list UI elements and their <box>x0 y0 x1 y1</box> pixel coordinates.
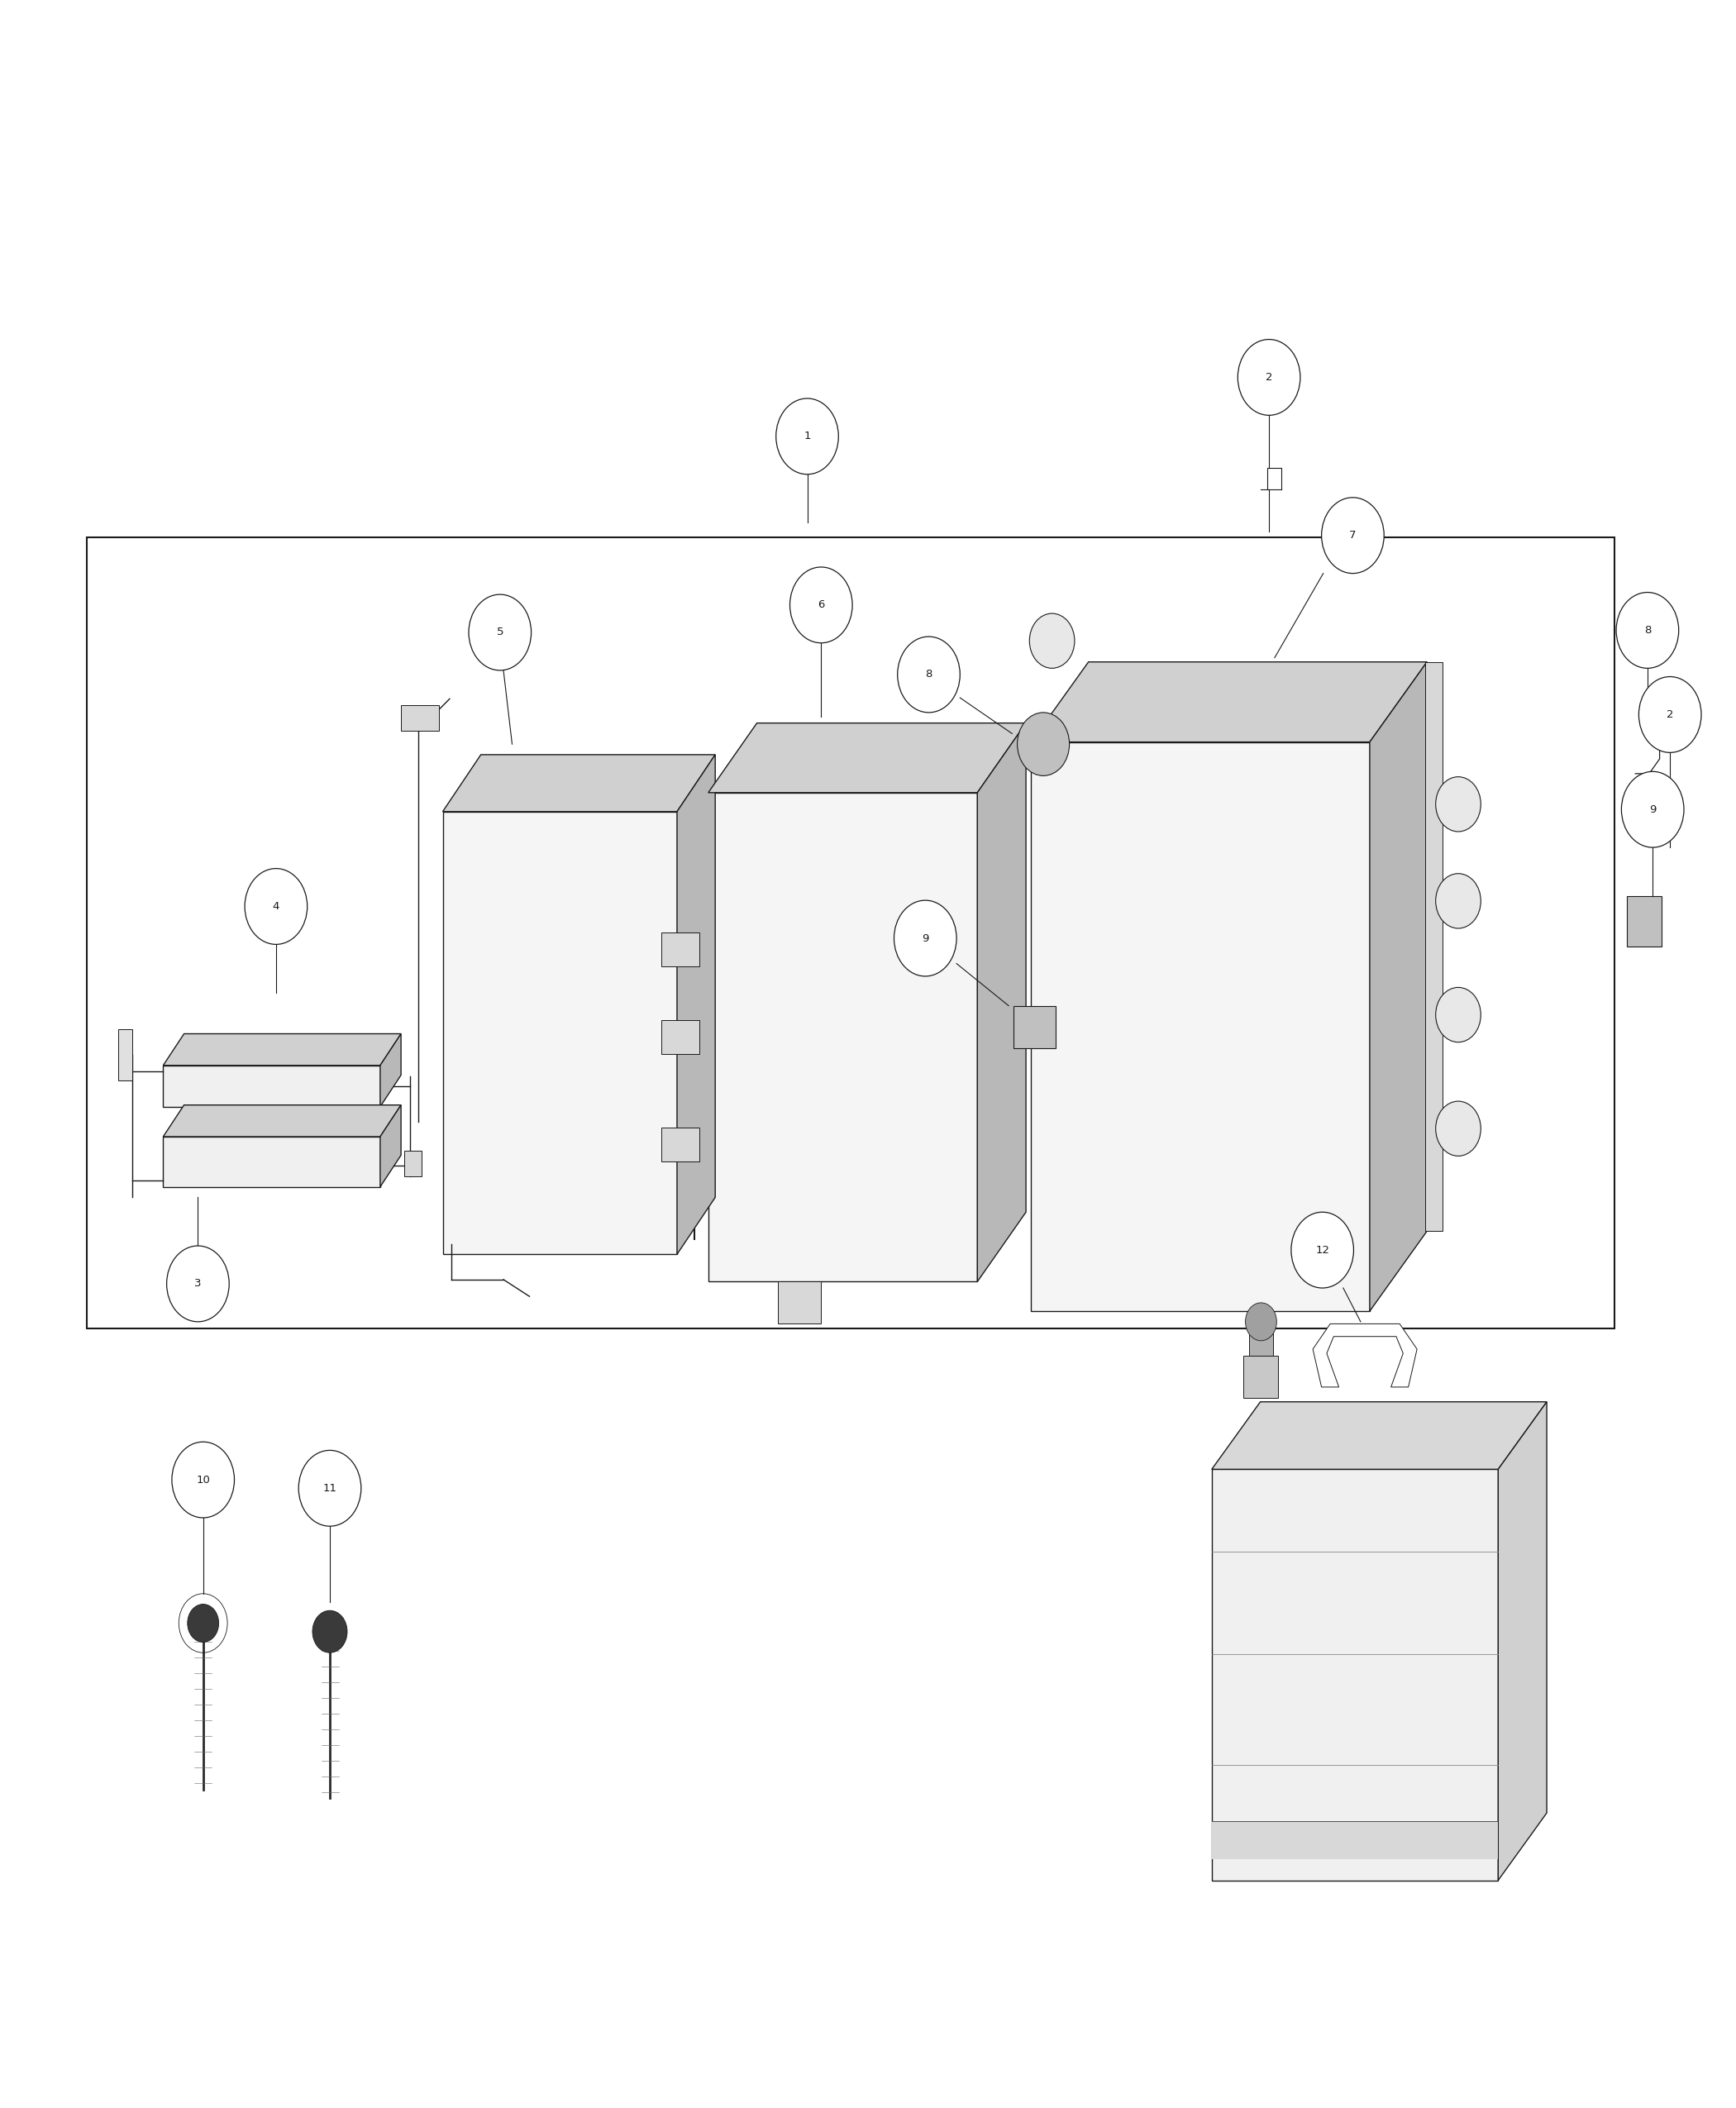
Bar <box>661 1128 700 1162</box>
Bar <box>404 1151 422 1176</box>
Text: 12: 12 <box>1316 1244 1330 1256</box>
Circle shape <box>469 594 531 670</box>
Bar <box>401 704 439 731</box>
Polygon shape <box>1212 1402 1547 1469</box>
Polygon shape <box>163 1065 380 1107</box>
Circle shape <box>1245 1303 1276 1341</box>
Text: 10: 10 <box>196 1473 210 1486</box>
Circle shape <box>1436 873 1481 928</box>
Polygon shape <box>1498 1402 1547 1880</box>
Text: 1: 1 <box>804 430 811 443</box>
Text: 9: 9 <box>922 934 929 944</box>
Circle shape <box>1436 987 1481 1041</box>
Bar <box>1425 662 1443 1231</box>
Text: 3: 3 <box>194 1277 201 1290</box>
Polygon shape <box>380 1105 401 1187</box>
Circle shape <box>167 1246 229 1322</box>
Circle shape <box>1436 1100 1481 1155</box>
Text: 8: 8 <box>1644 624 1651 637</box>
Circle shape <box>1621 772 1684 847</box>
Circle shape <box>894 900 957 976</box>
Polygon shape <box>163 1136 380 1187</box>
Text: 8: 8 <box>925 668 932 681</box>
Text: 11: 11 <box>323 1482 337 1495</box>
Text: 2: 2 <box>1266 371 1272 384</box>
Bar <box>1243 1355 1278 1398</box>
Text: 9: 9 <box>1649 803 1656 816</box>
Polygon shape <box>1031 742 1370 1311</box>
Polygon shape <box>708 793 977 1282</box>
Polygon shape <box>1370 662 1427 1311</box>
Circle shape <box>790 567 852 643</box>
Text: 4: 4 <box>273 900 279 913</box>
Circle shape <box>312 1611 347 1653</box>
Polygon shape <box>1031 662 1427 742</box>
Circle shape <box>187 1604 219 1642</box>
Polygon shape <box>1212 1469 1498 1880</box>
Polygon shape <box>977 723 1026 1282</box>
Circle shape <box>172 1442 234 1518</box>
Polygon shape <box>163 1033 401 1065</box>
Polygon shape <box>1312 1324 1417 1387</box>
FancyBboxPatch shape <box>1014 1006 1055 1048</box>
Text: 5: 5 <box>496 626 503 639</box>
FancyBboxPatch shape <box>1627 896 1661 946</box>
Circle shape <box>1436 776 1481 831</box>
Text: 7: 7 <box>1349 529 1356 542</box>
Polygon shape <box>708 723 1026 793</box>
Circle shape <box>1017 713 1069 776</box>
Bar <box>87 538 1614 1328</box>
Circle shape <box>1321 497 1384 573</box>
Polygon shape <box>677 755 715 1254</box>
Text: 2: 2 <box>1667 708 1674 721</box>
Circle shape <box>245 868 307 944</box>
Circle shape <box>1029 613 1075 668</box>
Bar <box>1212 1821 1498 1859</box>
Circle shape <box>1616 592 1679 668</box>
Bar <box>118 1029 132 1079</box>
Circle shape <box>1238 339 1300 415</box>
Polygon shape <box>380 1033 401 1107</box>
Polygon shape <box>443 812 677 1254</box>
Polygon shape <box>163 1105 401 1136</box>
Polygon shape <box>443 755 715 812</box>
Circle shape <box>1292 1212 1354 1288</box>
Bar <box>661 932 700 965</box>
Circle shape <box>898 637 960 713</box>
Text: 6: 6 <box>818 599 825 611</box>
Bar <box>661 1020 700 1054</box>
Circle shape <box>1639 677 1701 753</box>
Bar <box>778 1282 821 1324</box>
Circle shape <box>299 1450 361 1526</box>
Circle shape <box>776 398 838 474</box>
Bar <box>1248 1322 1272 1355</box>
